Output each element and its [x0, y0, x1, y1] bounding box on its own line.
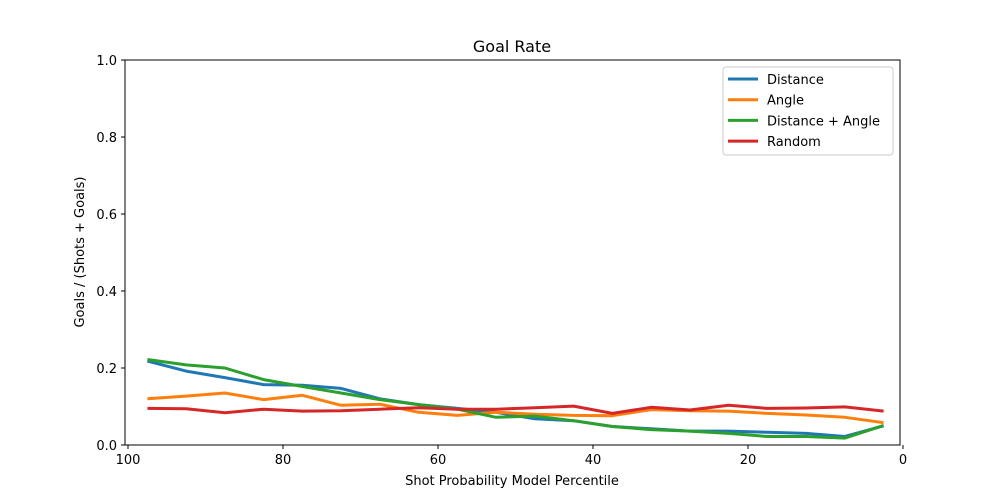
y-tick-label: 0.0: [96, 439, 117, 454]
y-tick-label: 0.4: [96, 285, 117, 300]
series-line-3: [147, 403, 884, 415]
y-tick-label: 0.8: [96, 131, 117, 146]
series-line-2: [147, 358, 885, 440]
legend-label-2: Distance + Angle: [767, 114, 880, 129]
plot-frame: [124, 59, 901, 446]
legend: Distance Angle Distance + Angle Random: [722, 66, 894, 156]
x-tick-label: 100: [116, 453, 141, 468]
y-tick-label: 1.0: [96, 54, 117, 69]
y-axis-label: Goals / (Shots + Goals): [73, 176, 88, 327]
x-tick-label: 80: [275, 453, 292, 468]
y-tick-label: 0.2: [96, 362, 117, 377]
axis-ticks: 100 80 60 40 20 0 0.0 0.2 0.4 0.6 0.8 1.0: [96, 54, 907, 468]
chart-title: Goal Rate: [473, 37, 551, 56]
x-tick-label: 0: [899, 453, 907, 468]
x-axis-label: Shot Probability Model Percentile: [405, 474, 619, 489]
series-line-1: [147, 391, 884, 425]
x-tick-label: 20: [740, 453, 757, 468]
legend-label-0: Distance: [767, 73, 824, 88]
legend-box: [722, 66, 894, 156]
legend-label-1: Angle: [767, 94, 804, 109]
y-tick-label: 0.6: [96, 208, 117, 223]
legend-label-3: Random: [767, 135, 821, 150]
x-tick-label: 60: [430, 453, 447, 468]
series-lines: [147, 358, 885, 440]
x-tick-label: 40: [585, 453, 602, 468]
